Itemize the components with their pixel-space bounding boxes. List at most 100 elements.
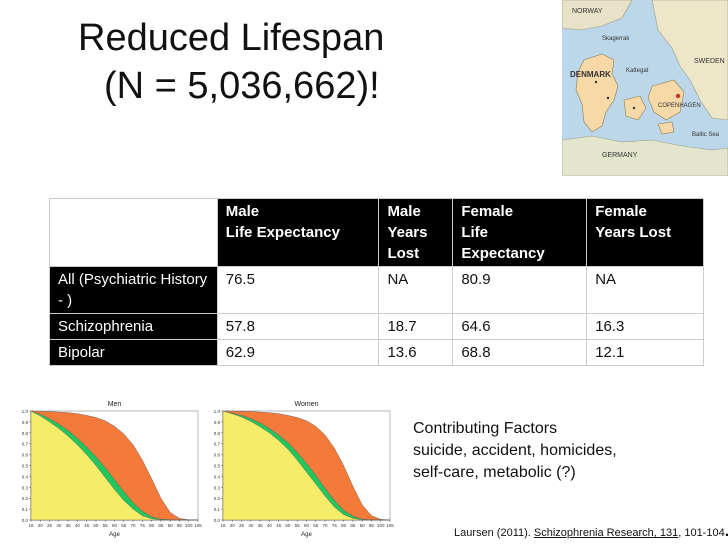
x-tick-label: 95 bbox=[177, 523, 183, 528]
x-tick-label: 65 bbox=[121, 523, 127, 528]
x-tick-label: 50 bbox=[285, 523, 291, 528]
header-corner bbox=[49, 198, 218, 267]
header-female-life-expectancy: Female Life Expectancy bbox=[452, 198, 588, 267]
slide-title: Reduced Lifespan (N = 5,036,662)! bbox=[78, 14, 384, 110]
map-label-norway: NORWAY bbox=[572, 8, 603, 15]
x-tick-label: 30 bbox=[56, 523, 62, 528]
table-row: Bipolar 62.9 13.6 68.8 12.1 bbox=[49, 339, 704, 366]
x-tick-label: 20 bbox=[38, 523, 44, 528]
table-row: Schizophrenia 57.8 18.7 64.6 16.3 bbox=[49, 313, 704, 340]
y-tick-label: 0.1 bbox=[22, 507, 29, 512]
table-row: All (Psychiatric History - ) 76.5 NA 80.… bbox=[49, 266, 704, 314]
y-tick-label: 1.0 bbox=[214, 409, 221, 414]
map-label-germany: GERMANY bbox=[602, 152, 638, 159]
map-label-baltic-sea: Baltic Sea bbox=[692, 132, 720, 138]
y-tick-label: 0.8 bbox=[22, 431, 29, 436]
table-cell: 76.5 bbox=[216, 266, 380, 314]
title-line-1: Reduced Lifespan bbox=[78, 17, 385, 59]
table-cell: 13.6 bbox=[378, 339, 454, 366]
x-tick-label: 75 bbox=[332, 523, 338, 528]
y-tick-label: 0.7 bbox=[214, 442, 221, 447]
y-tick-label: 0.0 bbox=[214, 518, 221, 523]
y-tick-label: 0.7 bbox=[22, 442, 29, 447]
x-tick-label: 25 bbox=[47, 523, 53, 528]
citation-prefix: Laursen (2011). bbox=[454, 527, 534, 539]
table-cell: 68.8 bbox=[452, 339, 588, 366]
contributing-factors: Contributing Factors suicide, accident, … bbox=[413, 418, 617, 484]
table-cell: 80.9 bbox=[452, 266, 588, 314]
curve-area-inner bbox=[222, 410, 390, 521]
y-tick-label: 0.9 bbox=[214, 420, 221, 425]
y-tick-label: 1.0 bbox=[22, 409, 29, 414]
y-tick-label: 0.5 bbox=[214, 464, 221, 469]
x-tick-label: 90 bbox=[168, 523, 174, 528]
x-axis-label: Age bbox=[109, 532, 120, 538]
x-tick-label: 35 bbox=[66, 523, 72, 528]
x-tick-label: 50 bbox=[93, 523, 99, 528]
x-tick-label: 15 bbox=[28, 523, 34, 528]
x-tick-label: 40 bbox=[267, 523, 273, 528]
x-tick-label: 85 bbox=[350, 523, 356, 528]
y-tick-label: 0.2 bbox=[214, 496, 221, 501]
x-axis-label: Age bbox=[301, 532, 312, 538]
x-tick-label: 60 bbox=[112, 523, 118, 528]
citation: Laursen (2011). Schizophrenia Research, … bbox=[454, 523, 728, 541]
x-tick-label: 40 bbox=[75, 523, 81, 528]
chart-title: Men bbox=[108, 401, 122, 408]
factors-line-1: suicide, accident, homicides, bbox=[413, 442, 617, 459]
x-tick-label: 55 bbox=[295, 523, 301, 528]
table-cell: 16.3 bbox=[586, 313, 704, 340]
x-tick-label: 80 bbox=[341, 523, 347, 528]
y-tick-label: 0.8 bbox=[214, 431, 221, 436]
map-label-skagerrak: Skagerrak bbox=[602, 36, 630, 42]
y-tick-label: 0.3 bbox=[22, 485, 29, 490]
x-tick-label: 85 bbox=[158, 523, 164, 528]
survival-chart-men: 0.00.10.20.30.40.50.60.70.80.91.015 20 25 3… bbox=[22, 401, 203, 538]
x-tick-label: 100 bbox=[377, 523, 385, 528]
y-tick-label: 0.4 bbox=[214, 474, 221, 479]
x-tick-label: 105 bbox=[386, 523, 394, 528]
citation-end: . bbox=[725, 523, 728, 540]
y-tick-label: 0.1 bbox=[214, 507, 221, 512]
x-tick-label: 45 bbox=[276, 523, 282, 528]
denmark-map: NORWAY SWEDEN DENMARK COPENHAGEN GERMANY… bbox=[562, 0, 728, 176]
map-label-copenhagen: COPENHAGEN bbox=[658, 103, 701, 109]
x-tick-label: 80 bbox=[149, 523, 155, 528]
y-tick-label: 0.6 bbox=[214, 453, 221, 458]
citation-suffix: , 101-104 bbox=[678, 527, 725, 539]
x-tick-label: 55 bbox=[103, 523, 109, 528]
table-cell: 62.9 bbox=[216, 339, 380, 366]
x-tick-label: 105 bbox=[194, 523, 202, 528]
x-tick-label: 45 bbox=[84, 523, 90, 528]
chart-title: Women bbox=[295, 401, 319, 408]
table-header-row: Male Life Expectancy Male Years Lost Fem… bbox=[49, 198, 704, 267]
row-label-bipolar: Bipolar bbox=[49, 339, 218, 366]
table-cell: NA bbox=[586, 266, 704, 314]
y-tick-label: 0.3 bbox=[214, 485, 221, 490]
x-tick-label: 20 bbox=[230, 523, 236, 528]
factors-line-2: self-care, metabolic (?) bbox=[413, 464, 576, 481]
x-tick-label: 60 bbox=[304, 523, 310, 528]
table-cell: NA bbox=[378, 266, 454, 314]
map-label-sweden: SWEDEN bbox=[694, 58, 725, 65]
x-tick-label: 90 bbox=[360, 523, 366, 528]
x-tick-label: 30 bbox=[248, 523, 254, 528]
factors-heading: Contributing Factors bbox=[413, 420, 558, 437]
x-tick-label: 70 bbox=[323, 523, 329, 528]
x-tick-label: 75 bbox=[140, 523, 146, 528]
table-cell: 57.8 bbox=[216, 313, 380, 340]
map-label-kattegat: Kattegat bbox=[626, 68, 649, 74]
y-tick-label: 0.5 bbox=[22, 464, 29, 469]
survival-chart-women: 0.00.10.20.30.40.50.60.70.80.91.015 20 25 3… bbox=[214, 401, 395, 538]
x-tick-label: 35 bbox=[258, 523, 264, 528]
header-male-years-lost: Male Years Lost bbox=[378, 198, 454, 267]
y-tick-label: 0.4 bbox=[22, 474, 29, 479]
x-tick-label: 70 bbox=[131, 523, 137, 528]
curve-area-inner bbox=[30, 410, 198, 521]
header-male-life-expectancy: Male Life Expectancy bbox=[216, 198, 380, 267]
table-cell: 12.1 bbox=[586, 339, 704, 366]
y-tick-label: 0.2 bbox=[22, 496, 29, 501]
row-label-all: All (Psychiatric History - ) bbox=[49, 266, 218, 314]
x-tick-label: 65 bbox=[313, 523, 319, 528]
title-line-2: (N = 5,036,662)! bbox=[104, 65, 380, 107]
